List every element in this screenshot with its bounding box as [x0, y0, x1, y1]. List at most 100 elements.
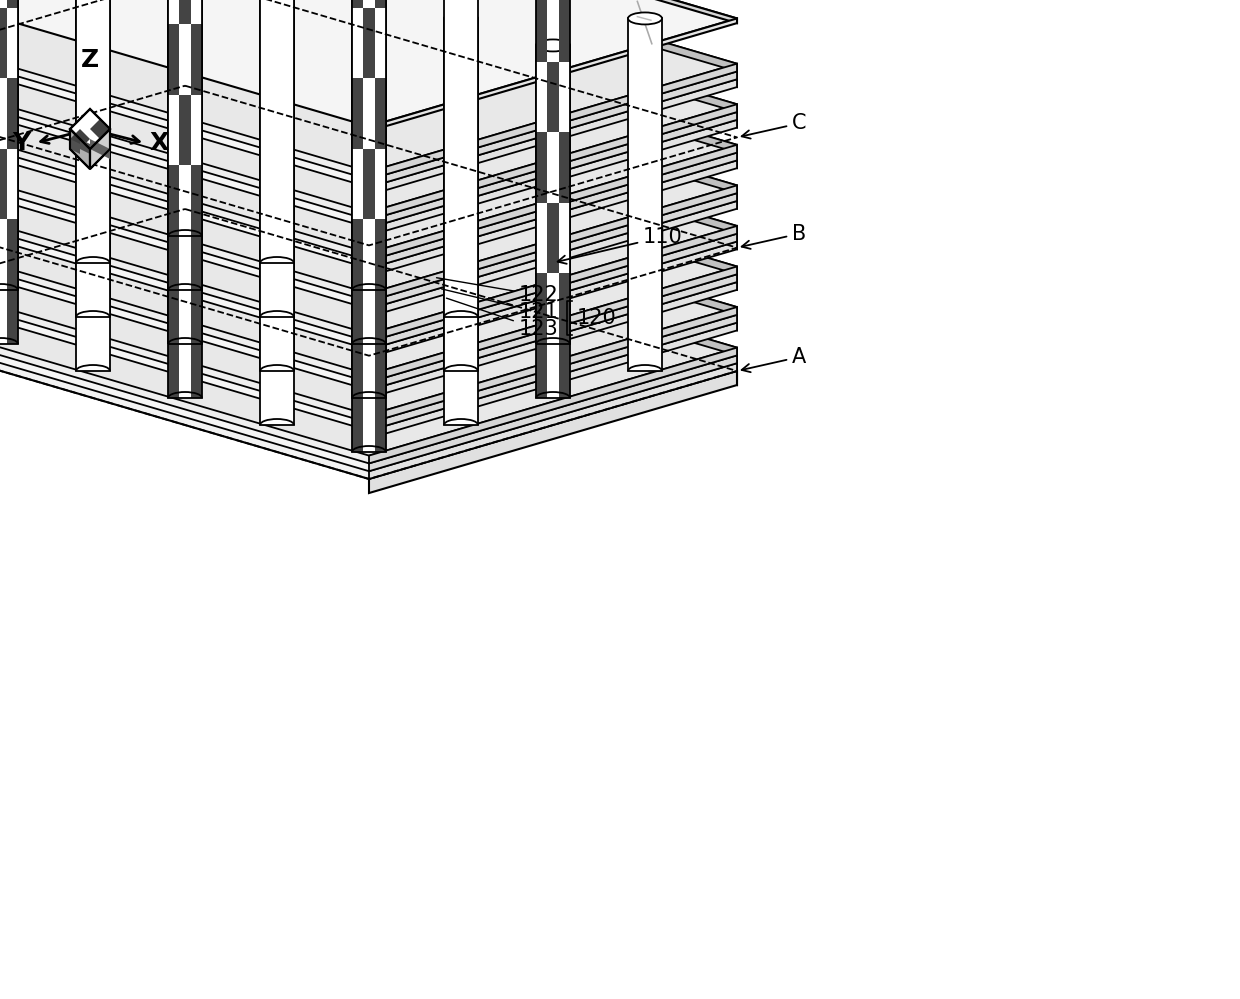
Polygon shape [536, 133, 547, 203]
Text: 120: 120 [577, 309, 616, 329]
Polygon shape [185, 112, 737, 282]
Polygon shape [0, 186, 737, 456]
Polygon shape [0, 0, 737, 228]
Polygon shape [0, 8, 6, 79]
Polygon shape [374, 45, 386, 51]
Polygon shape [374, 133, 386, 203]
Polygon shape [352, 79, 363, 149]
Polygon shape [260, 73, 294, 425]
Polygon shape [81, 139, 91, 154]
Polygon shape [69, 129, 91, 169]
Polygon shape [370, 72, 737, 187]
Polygon shape [547, 39, 559, 45]
Polygon shape [167, 79, 180, 149]
Polygon shape [191, 328, 202, 398]
Polygon shape [370, 371, 737, 494]
Polygon shape [352, 0, 386, 290]
Polygon shape [185, 31, 737, 201]
Polygon shape [260, 0, 294, 317]
Polygon shape [370, 323, 737, 439]
Polygon shape [185, 39, 737, 209]
Polygon shape [167, 45, 202, 398]
Text: 121: 121 [441, 289, 558, 323]
Polygon shape [167, 24, 180, 95]
Polygon shape [444, 0, 477, 317]
Polygon shape [559, 274, 570, 344]
Polygon shape [0, 201, 737, 472]
Polygon shape [76, 0, 110, 317]
Polygon shape [0, 72, 737, 342]
Polygon shape [444, 0, 477, 317]
Polygon shape [185, 153, 737, 323]
Polygon shape [260, 0, 294, 317]
Polygon shape [180, 0, 191, 24]
Polygon shape [0, 0, 737, 187]
Polygon shape [559, 0, 570, 62]
Polygon shape [444, 18, 477, 371]
Polygon shape [370, 153, 737, 269]
Polygon shape [91, 129, 110, 169]
Polygon shape [191, 133, 202, 203]
Polygon shape [185, 0, 737, 168]
Polygon shape [559, 328, 570, 398]
Polygon shape [0, 80, 737, 350]
Polygon shape [260, 0, 294, 263]
Polygon shape [191, 45, 202, 51]
Polygon shape [6, 79, 19, 149]
Polygon shape [167, 133, 180, 203]
Polygon shape [352, 0, 363, 62]
Polygon shape [352, 328, 363, 398]
Polygon shape [363, 311, 374, 382]
Polygon shape [0, 31, 737, 301]
Text: Y: Y [12, 131, 30, 155]
Polygon shape [260, 18, 294, 371]
Polygon shape [352, 45, 363, 51]
Polygon shape [352, 220, 363, 290]
Polygon shape [536, 45, 570, 398]
Text: C: C [742, 113, 806, 139]
Polygon shape [352, 45, 363, 116]
Polygon shape [0, 0, 737, 212]
Polygon shape [536, 274, 547, 344]
Polygon shape [559, 187, 570, 257]
Polygon shape [536, 328, 547, 398]
Polygon shape [363, 39, 374, 45]
Polygon shape [191, 45, 202, 116]
Polygon shape [185, 0, 737, 79]
Polygon shape [547, 203, 559, 274]
Polygon shape [167, 166, 180, 236]
Polygon shape [352, 241, 363, 311]
Polygon shape [536, 0, 547, 62]
Ellipse shape [444, 12, 477, 24]
Ellipse shape [260, 12, 294, 24]
Polygon shape [167, 274, 180, 344]
Polygon shape [6, 0, 19, 62]
Polygon shape [185, 0, 737, 87]
Text: 110: 110 [558, 227, 683, 264]
Text: X: X [149, 131, 169, 155]
Text: A: A [742, 347, 806, 373]
Polygon shape [167, 45, 180, 51]
Ellipse shape [444, 67, 477, 79]
Polygon shape [180, 116, 191, 187]
Polygon shape [167, 0, 202, 290]
Polygon shape [185, 0, 737, 112]
Polygon shape [185, 80, 737, 250]
Polygon shape [185, 72, 737, 242]
Polygon shape [374, 220, 386, 290]
Polygon shape [444, 18, 477, 371]
Ellipse shape [76, 12, 110, 24]
Polygon shape [370, 79, 737, 195]
Polygon shape [91, 139, 100, 154]
Polygon shape [363, 116, 374, 187]
Ellipse shape [627, 12, 662, 24]
Polygon shape [370, 315, 737, 431]
Polygon shape [374, 100, 386, 106]
Polygon shape [370, 282, 737, 398]
Text: 122: 122 [436, 278, 558, 306]
Polygon shape [444, 73, 477, 425]
Polygon shape [69, 129, 91, 149]
Polygon shape [370, 145, 737, 261]
Polygon shape [0, 0, 737, 220]
Polygon shape [374, 0, 386, 8]
